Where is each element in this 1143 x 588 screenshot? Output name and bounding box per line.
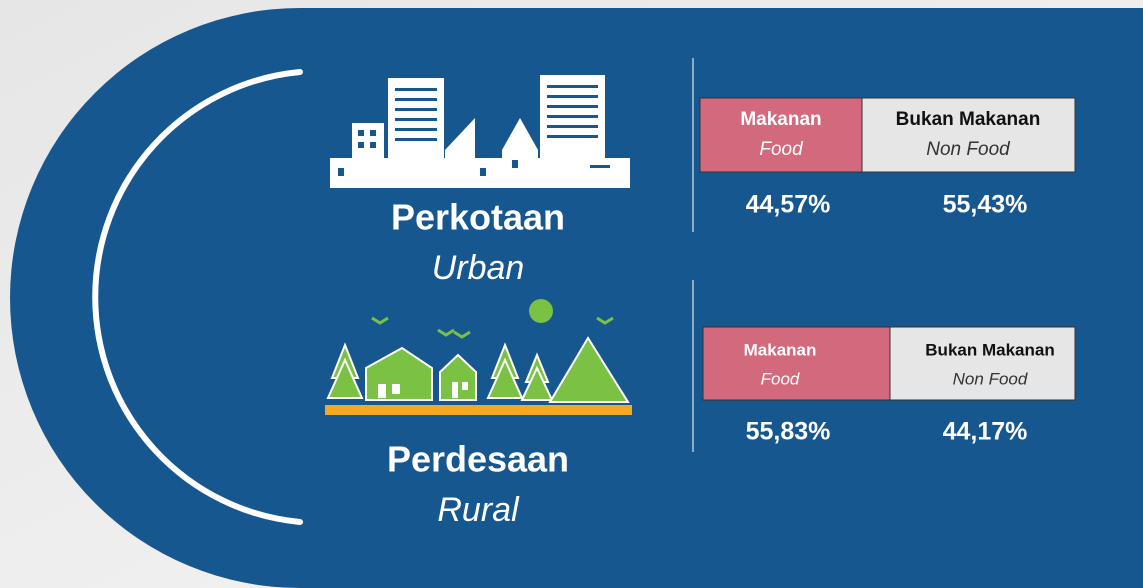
nonfood-sub: Non Food	[953, 369, 1028, 388]
village-icon	[325, 299, 632, 415]
food-label: Makanan	[740, 109, 821, 130]
food-sub: Food	[759, 139, 804, 160]
nonfood-label: Bukan Makanan	[925, 340, 1054, 359]
city-windows	[338, 85, 610, 176]
nonfood-value: 44,17%	[943, 418, 1028, 446]
food-value: 55,83%	[746, 418, 831, 446]
nonfood-label: Bukan Makanan	[896, 109, 1041, 130]
food-cell	[702, 326, 891, 401]
subtitle: Rural	[437, 491, 520, 529]
nonfood-cell	[861, 97, 1076, 173]
subtitle: Urban	[432, 249, 525, 287]
title: Perdesaan	[387, 439, 569, 480]
food-sub: Food	[761, 369, 800, 388]
title: Perkotaan	[391, 197, 565, 238]
food-cell	[699, 97, 863, 173]
arc	[92, 69, 303, 525]
food-value: 44,57%	[746, 191, 831, 219]
nonfood-value: 55,43%	[943, 191, 1028, 219]
city-icon	[330, 75, 630, 188]
food-label: Makanan	[744, 340, 817, 359]
nonfood-sub: Non Food	[926, 139, 1011, 160]
nonfood-cell	[889, 326, 1076, 401]
